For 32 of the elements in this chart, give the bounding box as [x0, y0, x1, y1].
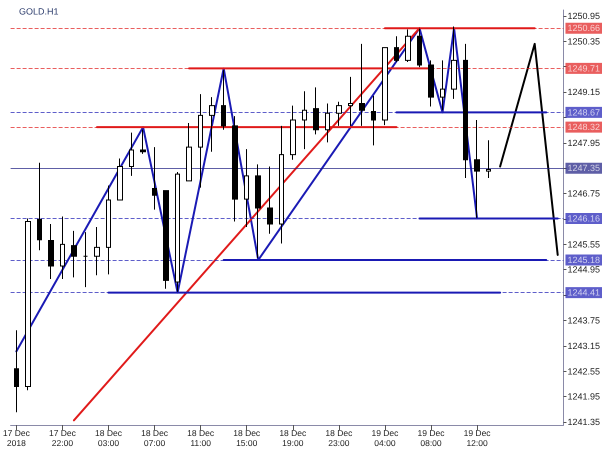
- x-tick-label: 18 Dec 15:00: [233, 428, 261, 448]
- ref-line-label: 1247.35: [567, 163, 600, 174]
- y-tick-label: 1241.35: [567, 417, 600, 428]
- x-tick-label: 18 Dec 03:00: [95, 428, 123, 448]
- ref-line-label: 1246.16: [567, 214, 600, 224]
- x-tick-label: 18 Dec 23:00: [325, 428, 354, 448]
- y-tick-label: 1245.55: [567, 239, 600, 250]
- ref-line-label: 1244.41: [567, 288, 600, 298]
- y-tick-label: 1247.95: [567, 138, 600, 148]
- y-tick-label: 1249.15: [567, 87, 600, 98]
- ref-line-label: 1249.71: [567, 63, 600, 74]
- ref-line-label: 1248.67: [567, 107, 600, 118]
- y-tick-label: 1246.75: [567, 188, 600, 199]
- ref-line-label: 1248.32: [567, 122, 600, 132]
- x-tick-label: 17 Dec 2018: [2, 428, 31, 448]
- x-tick-label: 18 Dec 11:00: [187, 428, 215, 448]
- x-tick-label: 19 Dec 12:00: [464, 428, 492, 448]
- chart-title: GOLD.H1: [19, 6, 59, 16]
- y-tick-label: 1243.75: [567, 316, 600, 326]
- x-tick-label: 18 Dec 07:00: [141, 428, 169, 448]
- x-tick-label: 17 Dec 22:00: [48, 428, 77, 448]
- y-tick-label: 1250.35: [567, 36, 600, 46]
- x-tick-label: 19 Dec 04:00: [371, 428, 400, 448]
- x-tick-label: 19 Dec 08:00: [418, 428, 446, 448]
- y-tick-label: 1250.95: [567, 10, 600, 21]
- x-tick-label: 18 Dec 19:00: [279, 428, 308, 448]
- y-tick-label: 1241.95: [567, 392, 600, 402]
- y-tick-label: 1244.95: [567, 264, 600, 275]
- ref-line-label: 1250.66: [567, 23, 600, 34]
- y-tick-label: 1243.15: [567, 340, 600, 351]
- y-tick-label: 1242.55: [567, 366, 600, 376]
- ref-line-label: 1245.18: [567, 255, 600, 266]
